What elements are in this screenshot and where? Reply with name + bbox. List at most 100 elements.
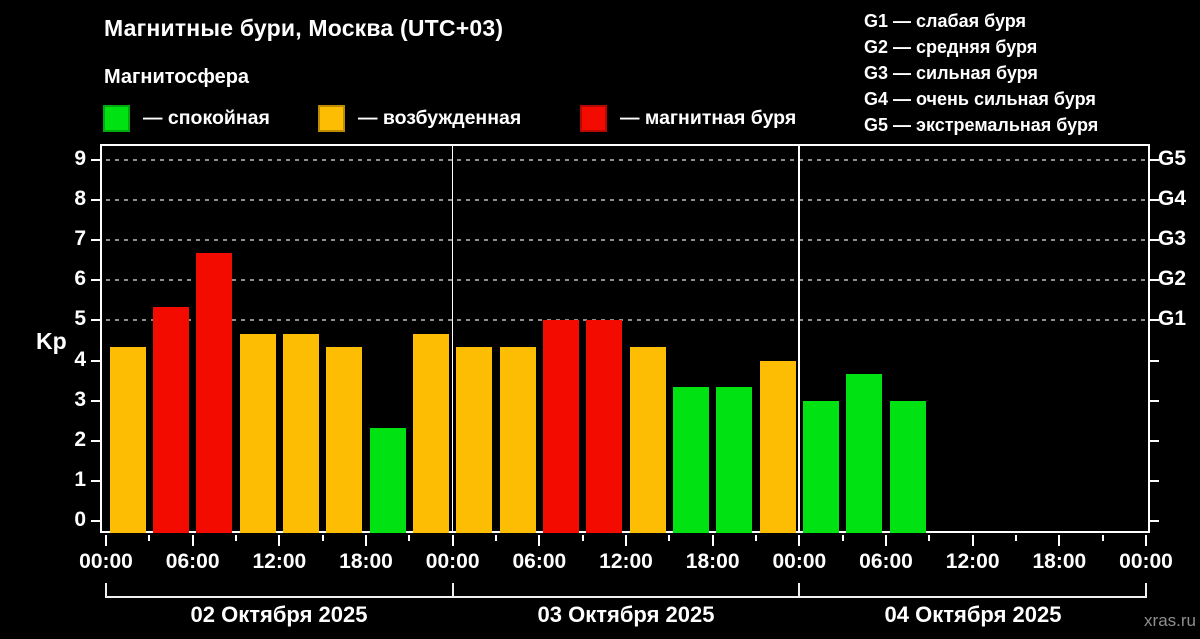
storm-scale-legend: G1 — слабая буря G2 — средняя буря G3 — … (864, 8, 1098, 138)
kp-bar (196, 253, 233, 533)
plot-border-right (1148, 144, 1150, 533)
y-tick-right (1150, 319, 1159, 322)
excited-swatch-icon (318, 104, 345, 132)
y-tick-label: 9 (74, 147, 86, 171)
x-tick (1145, 535, 1147, 546)
y-tick-label: 7 (74, 227, 86, 251)
x-tick-label: 06:00 (512, 550, 567, 573)
day-separator (798, 144, 800, 533)
plot-area (100, 144, 1150, 533)
storm-scale-line-g5: G5 — экстремальная буря (864, 115, 1099, 135)
date-bracket-line (106, 596, 1146, 598)
quiet-swatch-icon (103, 104, 130, 132)
storm-scale-line-g1: G1 — слабая буря (864, 11, 1027, 31)
x-tick (885, 535, 887, 546)
y-tick-label: 1 (74, 467, 86, 491)
kp-bar (803, 400, 839, 533)
x-tick-label: 06:00 (859, 550, 913, 573)
kp-bar (543, 320, 579, 533)
x-tick (148, 535, 151, 541)
kp-bar (283, 333, 319, 533)
y-tick (91, 319, 100, 322)
x-tick (928, 535, 931, 541)
x-tick (408, 535, 411, 541)
y-tick (91, 519, 100, 522)
x-tick-label: 18:00 (1032, 550, 1087, 573)
x-tick (668, 535, 671, 541)
kp-bar (586, 320, 623, 533)
x-tick (278, 535, 281, 546)
storm-scale-line-g2: G2 — средняя буря (864, 37, 1038, 57)
y-tick (91, 239, 100, 242)
date-label-day3: 04 Октября 2025 (884, 602, 1062, 627)
x-tick (1058, 535, 1061, 546)
storm-scale-line-g3: G3 — сильная буря (864, 63, 1038, 83)
y-tick-label: 6 (74, 267, 86, 291)
kp-bar (716, 387, 753, 533)
gridline (106, 239, 1146, 242)
kp-bar (456, 347, 493, 533)
x-tick (581, 535, 584, 541)
watermark: xras.ru (1144, 611, 1196, 630)
x-tick (971, 535, 974, 546)
y-tick (91, 279, 100, 282)
gridline (106, 319, 1146, 322)
x-tick (105, 535, 107, 546)
y-tick (91, 439, 100, 442)
y-tick (91, 399, 100, 402)
kp-bar (846, 373, 883, 533)
kp-bar (759, 360, 796, 533)
chart-subtitle: Магнитосфера (104, 66, 250, 88)
date-bracket-tick (798, 583, 801, 598)
x-tick (625, 535, 627, 546)
y-axis-title: Kp (36, 328, 67, 354)
g-scale-label: G1 (1158, 307, 1187, 331)
y-tick (91, 479, 100, 482)
date-bracket-tick (1145, 583, 1147, 598)
x-tick-label: 12:00 (599, 550, 653, 573)
x-tick (321, 535, 324, 541)
legend-item-quiet: — спокойная (103, 104, 270, 132)
legend-item-label: — возбужденная (358, 106, 522, 129)
y-tick (91, 199, 100, 202)
g-scale-label: G5 (1158, 147, 1187, 171)
x-tick-label: 00:00 (1119, 550, 1173, 573)
storm-swatch-icon (580, 104, 607, 132)
gridline (106, 199, 1146, 202)
y-tick (91, 359, 100, 362)
plot-border-left (100, 144, 102, 533)
g-scale-label: G4 (1158, 187, 1187, 211)
x-tick-label: 00:00 (79, 550, 133, 573)
kp-bar (239, 333, 276, 533)
y-tick-right (1150, 159, 1159, 162)
kp-bar (109, 347, 146, 533)
x-tick (1015, 535, 1017, 541)
kp-bar (629, 347, 666, 533)
x-tick (191, 535, 194, 546)
x-tick (538, 535, 541, 546)
x-tick-label: 06:00 (165, 550, 220, 573)
x-tick (495, 535, 497, 541)
x-tick (755, 535, 757, 541)
x-tick (841, 535, 844, 541)
y-tick (91, 159, 100, 162)
page-title: Магнитные бури, Москва (UTC+03) (104, 15, 504, 41)
kp-bar (673, 387, 709, 533)
y-tick-right (1150, 239, 1159, 242)
y-tick-right (1150, 399, 1159, 402)
g-scale-label: G3 (1158, 227, 1187, 251)
y-tick-right (1150, 519, 1159, 522)
kp-bar (889, 400, 926, 533)
y-tick-right (1150, 439, 1159, 442)
y-tick-right (1150, 359, 1159, 362)
x-tick-label: 12:00 (945, 550, 1000, 573)
kp-bar (369, 427, 406, 533)
kp-bar (413, 333, 449, 533)
kp-bar (153, 307, 189, 533)
x-tick (235, 535, 237, 541)
legend-item-storm: — магнитная буря (580, 104, 796, 132)
kp-bar (499, 347, 536, 533)
date-label-day1: 02 Октября 2025 (190, 602, 368, 627)
y-tick-label: 3 (74, 387, 86, 411)
